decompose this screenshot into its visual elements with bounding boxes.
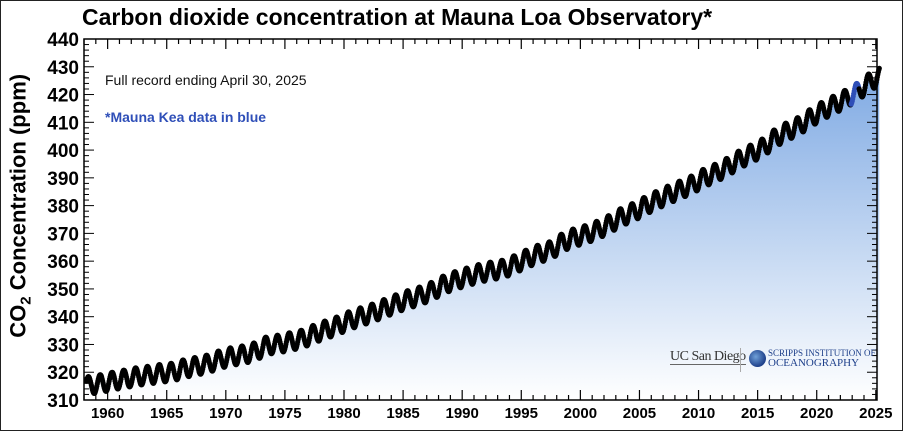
y-tick-label: 330	[47, 335, 79, 356]
y-tick-label: 370	[47, 224, 79, 245]
x-tick-label: 2000	[564, 405, 597, 422]
x-tick-label: 2010	[682, 405, 715, 422]
data-point	[876, 65, 882, 71]
x-tick-label: 1965	[150, 405, 183, 422]
x-tick-label: 1960	[91, 405, 124, 422]
y-tick-label: 410	[47, 113, 79, 134]
logo-divider	[740, 348, 741, 372]
y-tick-label: 400	[47, 141, 79, 162]
x-tick-label: 2015	[741, 405, 774, 422]
y-tick-label: 350	[47, 280, 79, 301]
scripps-line2: OCEANOGRAPHY	[768, 357, 860, 369]
scripps-logo: SCRIPPS INSTITUTION OF OCEANOGRAPHY	[768, 349, 876, 369]
scripps-globe-icon	[749, 350, 766, 367]
chart-title: Carbon dioxide concentration at Mauna Lo…	[82, 4, 713, 30]
scripps-line1: SCRIPPS INSTITUTION OF	[768, 348, 876, 358]
x-tick-label: 1990	[445, 405, 478, 422]
y-tick-label: 340	[47, 308, 79, 329]
y-tick-label: 390	[47, 169, 79, 190]
x-tick-label: 1975	[268, 405, 301, 422]
y-tick-label: 430	[47, 58, 79, 79]
y-tick-label: 440	[47, 30, 79, 51]
x-tick-label: 1970	[209, 405, 242, 422]
x-tick-label: 1985	[386, 405, 419, 422]
x-tick-label: 2025	[859, 405, 892, 422]
x-tick-label: 1995	[505, 405, 538, 422]
area-fill	[86, 68, 880, 401]
y-tick-label: 320	[47, 363, 79, 384]
ucsd-logo: UC San Diego	[670, 349, 746, 365]
plot-area-border	[83, 38, 878, 401]
y-tick-label: 360	[47, 252, 79, 273]
x-tick-label: 1980	[327, 405, 360, 422]
mauna-kea-note: *Mauna Kea data in blue	[105, 109, 267, 125]
y-tick-label: 420	[47, 86, 79, 107]
x-tick-label: 2020	[800, 405, 833, 422]
y-tick-label: 310	[47, 391, 79, 412]
y-tick-label: 380	[47, 197, 79, 218]
x-tick-label: 2005	[623, 405, 656, 422]
record-note: Full record ending April 30, 2025	[105, 72, 307, 88]
